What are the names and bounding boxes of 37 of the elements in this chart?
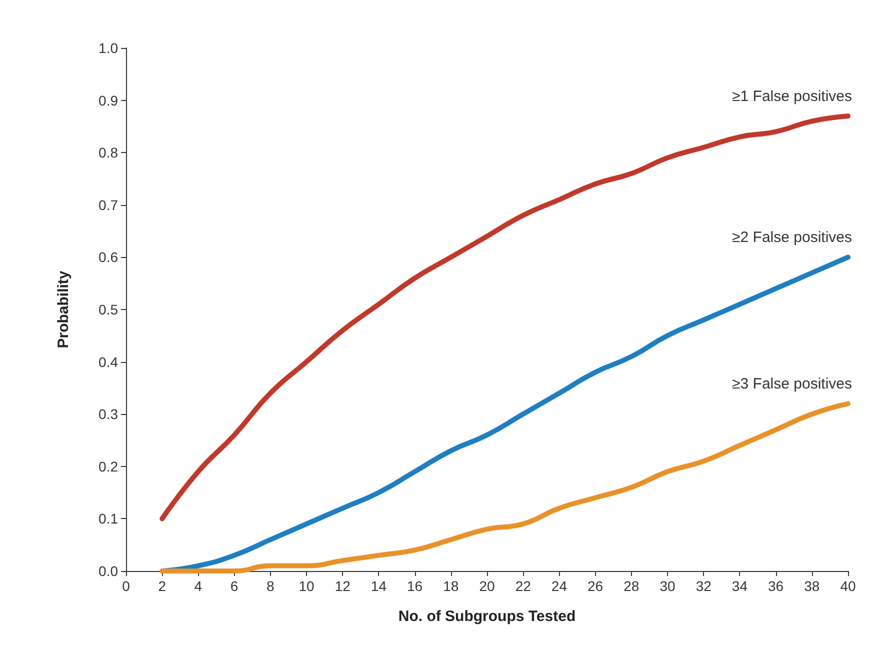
y-tick-label: 0.3 [98,406,118,422]
x-tick-label: 34 [732,578,748,594]
y-tick-label: 0.2 [98,458,118,474]
x-tick-label: 4 [194,578,202,594]
y-tick-label: 0.7 [98,196,118,213]
x-tick-label: 12 [334,578,351,594]
x-tick-label: 40 [840,578,856,594]
series-label: ≥3 False positives [732,376,852,393]
x-tick-label: 2 [158,578,166,594]
y-tick-label: 0.9 [98,92,118,108]
x-tick-label: 36 [768,578,784,594]
x-tick-label: 22 [515,578,532,594]
x-axis-title: No. of Subgroups Tested [398,608,576,625]
y-tick-label: 0.4 [98,354,118,370]
x-tick-label: 18 [443,578,459,594]
x-tick-label: 6 [230,578,238,594]
y-axis-title: Probability [55,270,72,348]
x-tick-label: 38 [804,578,820,594]
y-tick-label: 0.8 [98,144,118,161]
x-tick-label: 16 [407,578,423,594]
x-tick-label: 28 [624,578,640,594]
x-tick-label: 8 [266,578,274,594]
x-tick-label: 10 [298,578,314,594]
x-tick-label: 26 [588,578,604,594]
series-label: ≥2 False positives [732,229,852,246]
y-tick-label: 0.6 [98,249,118,266]
x-tick-label: 20 [479,578,495,594]
x-tick-label: 32 [696,578,712,594]
x-tick-label: 30 [660,578,676,594]
x-tick-label: 24 [551,578,568,594]
y-tick-label: 0.5 [98,302,118,318]
y-tick-label: 1.0 [98,40,118,56]
series-label: ≥1 False positives [732,88,852,105]
x-tick-label: 0 [122,578,130,594]
y-tick-label: 0.1 [98,510,118,527]
x-tick-label: 14 [370,578,387,594]
y-tick-label: 0.0 [98,563,118,579]
